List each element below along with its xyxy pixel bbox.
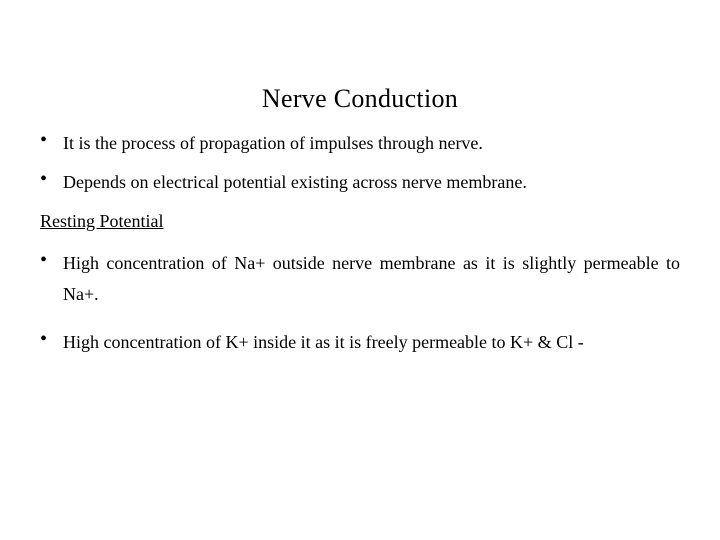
bullet-list-bottom: • High concentration of Na+ outside nerv… <box>40 248 680 358</box>
bullet-text: Depends on electrical potential existing… <box>63 167 680 198</box>
bullet-text: High concentration of K+ inside it as it… <box>63 327 680 358</box>
bullet-icon: • <box>40 248 47 272</box>
bullet-icon: • <box>40 327 47 351</box>
list-item: • Depends on electrical potential existi… <box>40 167 680 198</box>
subheading: Resting Potential <box>40 211 680 232</box>
bullet-text: High concentration of Na+ outside nerve … <box>63 248 680 309</box>
bullet-list-top: • It is the process of propagation of im… <box>40 128 680 197</box>
slide-title: Nerve Conduction <box>40 84 680 114</box>
list-item: • It is the process of propagation of im… <box>40 128 680 159</box>
bullet-icon: • <box>40 128 47 152</box>
bullet-icon: • <box>40 167 47 191</box>
slide: Nerve Conduction • It is the process of … <box>0 84 720 540</box>
list-item: • High concentration of K+ inside it as … <box>40 327 680 358</box>
bullet-text: It is the process of propagation of impu… <box>63 128 680 159</box>
list-item: • High concentration of Na+ outside nerv… <box>40 248 680 309</box>
